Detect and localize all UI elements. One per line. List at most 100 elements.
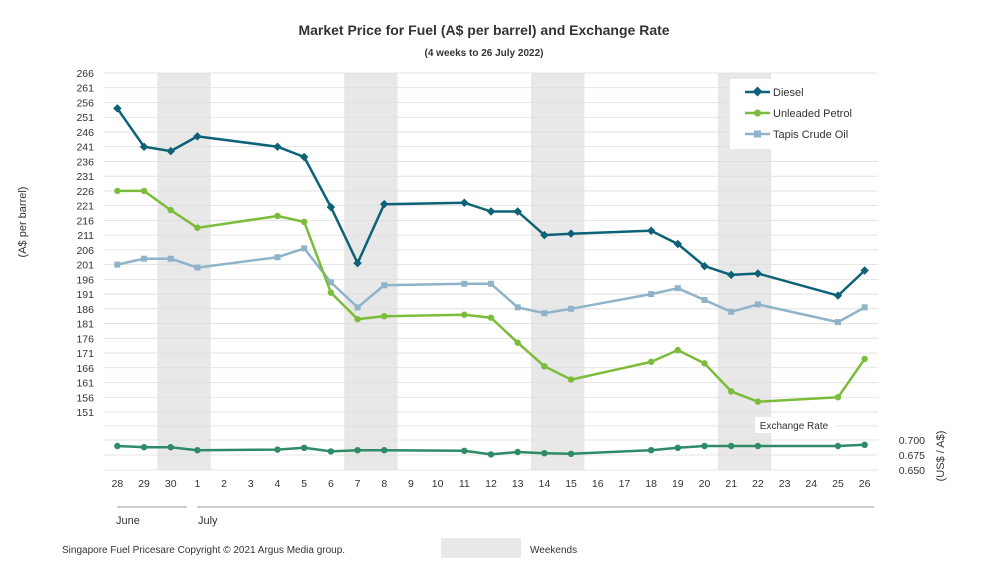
y-axis-title: (A$ per barrel)	[17, 187, 29, 258]
diesel-point	[726, 270, 736, 280]
unleaded-petrol-point	[728, 388, 735, 395]
exchange-rate-point	[834, 442, 842, 450]
x-tick-label: 6	[328, 478, 334, 490]
diesel-point	[299, 152, 309, 162]
diesel-point	[113, 104, 122, 113]
tapis-crude-oil-point	[514, 304, 521, 311]
unleaded-petrol-point	[487, 314, 495, 321]
x-tick-label: 18	[645, 478, 657, 490]
exchange-rate-point	[647, 447, 655, 454]
unleaded-petrol-point	[674, 346, 682, 354]
legend-tapis-marker	[754, 130, 761, 138]
y-tick-label: 186	[76, 304, 94, 316]
tapis-crude-oil-point	[167, 255, 174, 262]
unleaded-petrol-point	[541, 363, 548, 370]
unleaded-petrol-point	[327, 289, 335, 296]
tapis-crude-oil-point	[194, 264, 201, 271]
tapis-crude-oil-point	[568, 305, 575, 312]
unleaded-petrol-point	[461, 311, 468, 318]
y-tick-label: 231	[76, 171, 94, 183]
x-tick-label: 17	[619, 478, 631, 490]
chart-title: Market Price for Fuel (A$ per barrel) an…	[298, 22, 669, 38]
exchange-rate-point	[728, 442, 735, 450]
x-tick-label: 21	[725, 478, 737, 490]
y-tick-label: 216	[76, 215, 94, 227]
y-tick-label: 266	[76, 68, 94, 80]
x-tick-label: 25	[832, 478, 844, 490]
x-tick-label: 30	[165, 478, 177, 490]
x-tick-label: 10	[432, 478, 444, 490]
x-tick-label: 12	[485, 478, 497, 490]
exchange-rate-point	[541, 450, 548, 457]
legend-diesel-label: Diesel	[773, 87, 804, 99]
month-label: June	[116, 515, 140, 527]
tapis-crude-oil-point	[728, 308, 735, 315]
exchange-rate-point	[461, 447, 468, 454]
tapis-crude-oil-point	[461, 280, 468, 287]
exchange-rate-point	[354, 447, 361, 454]
y-tick-label: 171	[76, 348, 94, 360]
y-tick-label: 151	[76, 407, 94, 419]
y-tick-label: 211	[77, 230, 94, 242]
diesel-point	[139, 142, 149, 151]
y-tick-label: 191	[76, 289, 94, 301]
axes: 2662612562512462412362312262212162112062…	[76, 68, 925, 527]
tapis-crude-oil-point	[354, 304, 361, 311]
exchange-rate-point	[300, 444, 308, 451]
weekend-band-0	[157, 73, 211, 470]
x-tick-label: 2	[221, 478, 227, 490]
x-tick-label: 26	[859, 478, 871, 490]
unleaded-petrol-point	[514, 339, 521, 346]
exchange-rate-label-bg	[755, 417, 835, 433]
chart-subtitle: (4 weeks to 26 July 2022)	[425, 48, 544, 59]
unleaded-petrol-point	[114, 187, 121, 195]
unleaded-petrol-point	[834, 394, 842, 401]
exchange-rate-point	[487, 451, 495, 458]
x-tick-label: 14	[539, 478, 551, 490]
y-tick-label: 221	[76, 201, 94, 213]
y-tick-label: 161	[76, 378, 94, 390]
legend: Diesel Unleaded Petrol Tapis Crude Oil	[730, 79, 892, 149]
y-tick-label: 166	[76, 363, 94, 375]
x-tick-label: 28	[112, 478, 124, 490]
unleaded-petrol-point	[300, 218, 308, 226]
legend-petrol-marker	[754, 109, 761, 117]
x-tick-label: 7	[355, 478, 361, 490]
tapis-crude-oil-point	[114, 261, 121, 268]
diesel-point	[486, 207, 496, 216]
exchange-rate-point	[114, 442, 121, 450]
y2-tick-label: 0.675	[899, 450, 925, 462]
unleaded-petrol-point	[381, 312, 388, 320]
weekends-legend-label: Weekends	[530, 545, 577, 556]
diesel-point	[753, 269, 763, 278]
exchange-rate-point	[327, 448, 335, 455]
exchange-rate-point	[167, 444, 174, 451]
x-tick-label: 22	[752, 478, 764, 490]
legend-petrol-label: Unleaded Petrol	[773, 108, 852, 120]
legend-diesel-marker	[752, 86, 763, 97]
x-tick-label: 20	[699, 478, 711, 490]
diesel-point	[326, 202, 336, 212]
x-tick-label: 1	[194, 478, 200, 490]
exchange-rate-label: Exchange Rate	[760, 421, 829, 432]
tapis-crude-oil-point	[674, 285, 681, 292]
tapis-crude-oil-point	[701, 296, 708, 303]
month-label: July	[198, 515, 218, 527]
x-tick-label: 29	[138, 478, 150, 490]
exchange-rate-point	[861, 441, 868, 448]
weekend-band-1	[344, 73, 398, 470]
diesel-point	[273, 142, 282, 151]
tapis-crude-oil-point	[274, 254, 281, 261]
y-tick-label: 196	[76, 274, 94, 286]
y2-tick-label: 0.650	[899, 465, 925, 477]
unleaded-petrol-point	[354, 315, 361, 323]
x-tick-label: 19	[672, 478, 684, 490]
exchange-rate-point	[701, 442, 708, 450]
tapis-crude-oil-point	[861, 304, 868, 311]
footer-source: Singapore Fuel Pricesare Copyright © 202…	[62, 545, 345, 556]
tapis-crude-oil-point	[488, 280, 494, 287]
exchange-rate-point	[754, 442, 762, 450]
diesel-point	[700, 261, 709, 271]
exchange-rate-point	[514, 448, 521, 456]
y-tick-label: 181	[76, 319, 94, 331]
